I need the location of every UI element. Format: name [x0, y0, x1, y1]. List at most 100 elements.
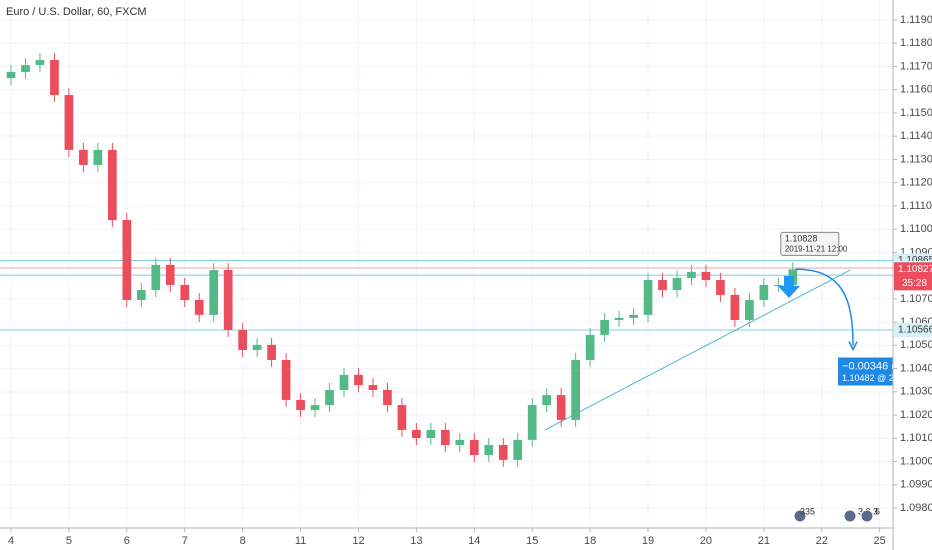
- candle-body: [773, 284, 783, 286]
- candle-body: [194, 300, 204, 315]
- y-tick-label: 1.10100: [900, 432, 932, 444]
- projection-label-box: [838, 357, 893, 386]
- event-icon: [860, 509, 874, 523]
- candle-body: [122, 220, 132, 301]
- y-tick-label: 1.11200: [900, 177, 932, 189]
- y-tick-label: 1.11800: [900, 37, 932, 49]
- grid: [0, 0, 893, 528]
- x-tick-label: 20: [700, 535, 712, 547]
- x-tick-label: 18: [584, 535, 596, 547]
- y-tick-label: 1.10400: [900, 362, 932, 374]
- projection-arrowhead: [848, 341, 858, 352]
- candle-body: [21, 65, 30, 73]
- candle-body: [600, 320, 609, 335]
- candle-body: [672, 277, 682, 291]
- x-tick-label: 12: [352, 535, 364, 547]
- candle-body: [629, 314, 638, 318]
- candle-body: [716, 280, 725, 295]
- level-label: 1.10865: [898, 255, 932, 266]
- event-label: 335: [800, 506, 815, 516]
- y-tick-label: 1.10300: [900, 386, 932, 398]
- candle-body: [759, 284, 769, 301]
- candle-body: [745, 300, 754, 321]
- candle-body: [281, 359, 291, 400]
- y-tick-label: 1.11700: [900, 60, 932, 72]
- projection-change: −0.00346 (−: [842, 360, 901, 372]
- x-tick-label: 15: [526, 535, 538, 547]
- candle-body: [354, 374, 363, 386]
- y-tick-label: 1.09800: [900, 502, 932, 514]
- candle-body: [93, 149, 103, 165]
- y-tick-label: 1.11300: [900, 153, 932, 165]
- y-tick-label: 1.11900: [900, 14, 932, 26]
- axes: 1.11900 1.11800 1.11700 1.11600 1.11500 1.114…: [8, 14, 932, 547]
- candle-body: [412, 429, 421, 439]
- candle-body: [368, 385, 378, 390]
- candle-body: [397, 405, 407, 430]
- candle-body: [687, 271, 696, 278]
- event-icon: [843, 509, 857, 523]
- current-price-label: 1.10827: [898, 264, 932, 275]
- candle-body: [108, 149, 117, 221]
- level-label-box: [894, 323, 932, 337]
- trendline: [544, 269, 851, 431]
- projection-curve: [795, 268, 854, 346]
- candle-body: [136, 290, 146, 301]
- candle-body: [64, 95, 74, 150]
- candle-body: [223, 270, 233, 330]
- y-tick-label: 1.11500: [900, 107, 932, 119]
- candle-body: [209, 270, 219, 315]
- candle-body: [151, 264, 161, 291]
- candle-body: [296, 399, 305, 410]
- candle-body: [6, 72, 16, 79]
- candle-body: [658, 280, 667, 291]
- candle-body: [484, 445, 494, 456]
- candle-body: [455, 439, 465, 446]
- x-tick-label: 5: [66, 535, 72, 547]
- x-tick-label: 8: [240, 535, 246, 547]
- countdown-label: 35:28: [902, 278, 927, 289]
- y-tick-label: 1.10700: [900, 293, 932, 305]
- candle-body: [614, 317, 624, 321]
- x-tick-label: 4: [8, 535, 14, 547]
- candle-body: [513, 439, 523, 460]
- chart-title: Euro / U.S. Dollar, 60, FXCM: [6, 6, 147, 18]
- candle-body: [527, 405, 537, 440]
- projection-target: 1.10482 @ 20: [842, 373, 899, 383]
- candle-body: [165, 264, 175, 285]
- candle-body: [325, 389, 334, 406]
- candle-body: [469, 439, 479, 456]
- candle-body: [267, 344, 276, 360]
- y-tick-label: 1.10000: [900, 455, 932, 467]
- y-tick-label: 1.10500: [900, 339, 932, 351]
- y-tick-label: 1.11100: [900, 200, 932, 212]
- candle-body: [498, 445, 508, 460]
- x-tick-label: 19: [642, 535, 654, 547]
- candle-body: [50, 59, 59, 96]
- x-tick-label: 6: [124, 535, 130, 547]
- event-label: 6: [875, 506, 880, 516]
- down-arrow-icon: [778, 276, 800, 298]
- candle-body: [339, 374, 349, 390]
- level-label: 1.10566: [898, 325, 932, 336]
- candle-body: [556, 395, 566, 420]
- y-tick-label: 1.10200: [900, 409, 932, 421]
- candle-body: [571, 359, 580, 420]
- x-tick-label: 13: [410, 535, 422, 547]
- candle-body: [252, 344, 262, 350]
- current-price-box: [894, 262, 932, 291]
- x-tick-label: 21: [758, 535, 770, 547]
- candle-body: [585, 334, 595, 360]
- candle-body: [310, 405, 320, 410]
- candle-body: [440, 429, 450, 446]
- y-tick-label: 1.11600: [900, 84, 932, 96]
- candle-body: [79, 149, 88, 165]
- event-icon: [793, 509, 807, 523]
- x-tick-label: 22: [816, 535, 828, 547]
- candle-body: [643, 280, 653, 315]
- candle-body: [383, 389, 392, 406]
- callout-price: 1.10828: [785, 234, 818, 244]
- candle-body: [730, 294, 740, 321]
- candle-body: [180, 284, 190, 301]
